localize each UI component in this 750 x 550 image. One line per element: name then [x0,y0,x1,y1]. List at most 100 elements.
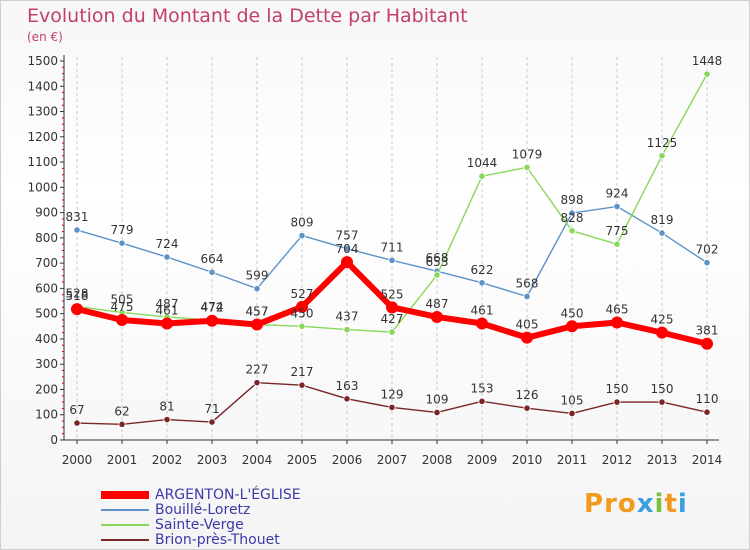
legend-label: Brion-près-Thouet [155,531,280,548]
data-point [118,239,126,247]
data-label: 153 [471,381,494,395]
data-point [476,317,488,330]
x-tick-label: 2010 [512,453,543,467]
legend-swatch [101,508,149,511]
data-label: 129 [381,387,404,401]
data-label: 664 [201,252,224,266]
data-label: 528 [66,287,89,301]
data-point [343,395,351,403]
data-label: 461 [156,304,179,318]
y-tick-label: 100 [35,408,58,422]
data-point [208,418,216,426]
data-label: 457 [246,305,269,319]
data-point [568,227,576,235]
data-point [206,314,218,327]
data-label: 622 [471,263,494,277]
data-point [73,419,81,427]
data-label: 487 [156,297,179,311]
y-tick-label: 1200 [27,130,58,144]
x-tick-label: 2000 [62,453,93,467]
data-point [433,271,441,279]
data-label: 465 [606,303,629,317]
data-point [388,328,396,336]
y-tick-label: 1500 [27,54,58,68]
line-chart: 0 100 200 300 400 500 600 700 800 900 1000 1100 1200… [27,54,723,467]
data-label: 1125 [647,136,678,150]
y-tick-label: 1000 [27,180,58,194]
data-label: 724 [156,237,179,251]
data-label: 110 [696,392,719,406]
proxiti-logo: Proxiti [584,489,688,519]
data-label: 227 [246,363,269,377]
data-label: 828 [561,211,584,225]
data-label: 81 [159,400,174,414]
chart-title: Evolution du Montant de la Dette par Hab… [27,5,468,27]
data-label: 527 [291,287,314,301]
data-point [568,409,576,418]
data-point [478,279,486,287]
legend-label: ARGENTON-L'ÉGLISE [155,486,301,503]
x-tick-label: 2014 [692,453,723,467]
data-point [703,408,711,416]
data-point [161,317,173,330]
y-tick-label: 0 [50,433,58,447]
data-point [703,70,711,78]
y-tick-label: 700 [35,256,58,270]
data-label: 474 [201,300,224,314]
data-point [613,398,621,406]
data-label: 704 [336,242,359,256]
data-label: 437 [336,310,359,324]
data-point [656,326,668,339]
y-tick-label: 1400 [27,79,58,93]
data-label: 217 [291,365,314,379]
data-point [251,318,263,331]
data-point [118,420,126,428]
data-label: 505 [111,292,134,306]
data-label: 518 [66,289,89,303]
data-point [73,226,81,234]
data-label: 487 [426,297,449,311]
data-point [341,256,353,269]
grid [76,57,708,440]
y-tick-label: 900 [35,206,58,220]
data-point [658,398,666,406]
y-tick-label: 300 [35,357,58,371]
data-point [298,322,306,330]
data-label: 450 [561,306,584,320]
data-point [521,331,533,344]
x-tick-label: 2001 [107,453,138,467]
labels-layer: 831 779 724 664 599 809 757 711 668 622 568 898 924 8… [66,54,723,418]
data-label: 71 [204,402,219,416]
data-label: 109 [426,392,449,406]
data-label: 809 [291,216,314,230]
data-point [296,300,308,313]
x-tick-label: 2013 [647,453,678,467]
data-point [658,229,666,237]
y-tick-label: 600 [35,281,58,295]
data-point [613,240,621,248]
data-label: 711 [381,240,404,254]
legend: ARGENTON-L'ÉGLISE Bouillé-Loretz Sainte-Ve… [101,486,301,548]
data-point [523,163,531,171]
x-tick-label: 2005 [287,453,318,467]
data-point [163,415,171,424]
data-label: 425 [651,313,674,327]
data-point [208,268,216,276]
x-tick-label: 2006 [332,453,363,467]
axes: 0 100 200 300 400 500 600 700 800 900 1000 1100 1200… [27,54,722,467]
y-tick-label: 200 [35,382,58,396]
data-point [568,209,576,217]
legend-item: ARGENTON-L'ÉGLISE [101,486,301,503]
legend-item: Sainte-Verge [101,517,301,533]
data-point [163,253,171,261]
x-tick-label: 2009 [467,453,498,467]
data-point [343,325,351,334]
data-label: 775 [606,224,629,238]
data-point [703,259,711,267]
data-label: 427 [381,312,404,326]
data-point [386,301,398,314]
data-label: 568 [516,276,539,290]
data-label: 67 [69,403,84,417]
x-tick-label: 2002 [152,453,183,467]
